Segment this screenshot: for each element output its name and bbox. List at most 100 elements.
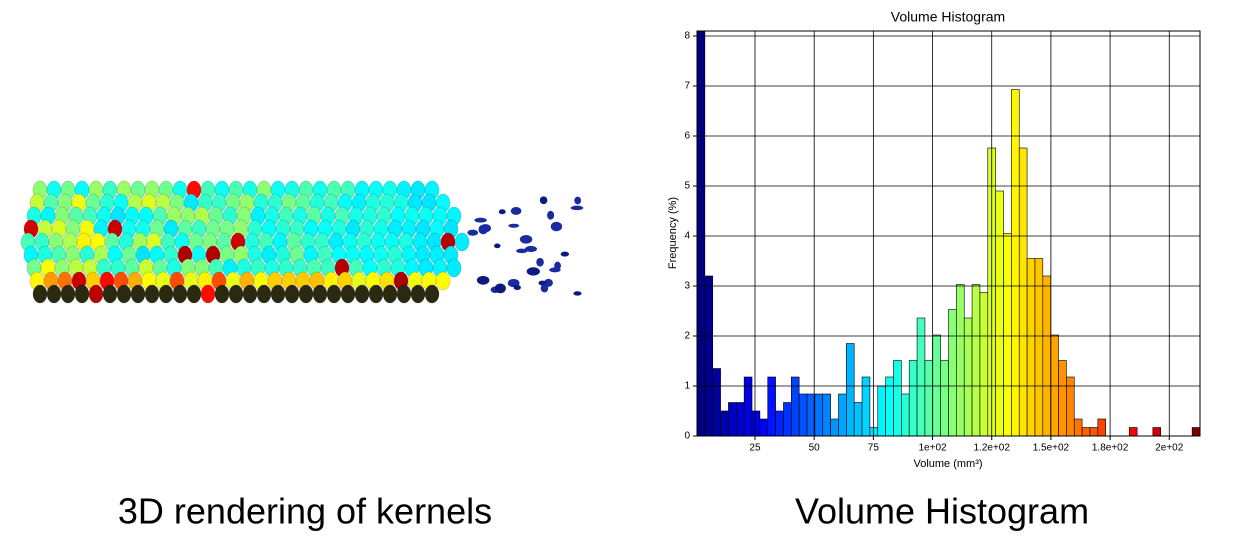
histogram-bar: [704, 275, 714, 437]
y-tick-label: 5: [684, 181, 690, 192]
histogram-bar: [1050, 334, 1059, 437]
histogram-bar: [838, 393, 847, 437]
histogram-bar: [1011, 89, 1020, 437]
kernel-fragment: [513, 284, 521, 291]
x-tick-label: 1.8e+02: [1092, 443, 1129, 454]
x-tick-label: 25: [749, 443, 761, 454]
histogram-bar: [956, 284, 965, 437]
kernel: [186, 284, 202, 304]
kernel: [312, 284, 328, 304]
kernel-fragment: [574, 196, 582, 205]
kernel: [200, 284, 216, 304]
histogram-bar: [877, 385, 886, 437]
kernel-fragment: [479, 224, 491, 233]
histogram-bar: [893, 360, 902, 437]
kernel: [368, 284, 384, 304]
kernel-fragment: [573, 291, 582, 296]
kernel-fragment: [519, 234, 533, 244]
histogram-bar: [822, 393, 831, 437]
histogram-bar: [869, 427, 879, 437]
histogram-bar: [712, 368, 721, 437]
kernel: [88, 284, 104, 304]
histogram-bar: [1152, 427, 1162, 437]
caption: Volume Histogram: [795, 491, 1089, 532]
histogram-bar: [696, 30, 706, 437]
histogram-bar: [1042, 275, 1051, 437]
histogram-bar: [798, 393, 808, 437]
histogram-bar: [908, 360, 918, 437]
histogram-bar: [1128, 427, 1138, 437]
histogram-bar: [1073, 418, 1083, 437]
histogram-bar: [846, 343, 855, 437]
chart-title: Volume Histogram: [891, 9, 1005, 25]
kernel: [424, 284, 440, 304]
y-tick-label: 2: [684, 331, 690, 342]
histogram-bar: [948, 309, 957, 437]
kernel-fragment: [494, 243, 501, 249]
kernel: [446, 258, 462, 278]
histogram-bar: [1081, 427, 1091, 437]
kernel: [435, 271, 451, 291]
histogram-bar: [1097, 418, 1106, 437]
kernel: [354, 284, 370, 304]
histogram-bar: [1003, 233, 1012, 437]
histogram-bar: [1026, 258, 1036, 437]
histogram-bar: [1018, 147, 1028, 437]
kernel-fragment: [549, 267, 561, 273]
kernel: [382, 284, 398, 304]
kernel-fragment: [467, 229, 479, 236]
kernel: [60, 284, 76, 304]
histogram-bar: [783, 402, 792, 437]
histogram-bar: [1089, 427, 1099, 437]
kernel-fragment: [516, 248, 528, 254]
kernel: [130, 284, 146, 304]
y-tick-label: 4: [684, 231, 690, 242]
histogram-bar: [979, 292, 989, 437]
y-tick-label: 7: [684, 81, 690, 92]
kernel: [454, 232, 470, 252]
y-tick-label: 1: [684, 381, 690, 392]
y-tick-label: 6: [684, 131, 690, 142]
histogram-bar: [971, 284, 981, 437]
x-tick-label: 50: [809, 443, 821, 454]
x-tick-label: 2e+02: [1155, 443, 1184, 454]
histogram-bar: [995, 190, 1004, 437]
histogram-bar: [932, 334, 941, 437]
kernel-fragment: [536, 257, 544, 267]
kernel: [144, 284, 160, 304]
kernel: [270, 284, 286, 304]
histogram-bar: [775, 410, 784, 437]
histogram-bar: [728, 402, 737, 437]
kernel-fragment: [494, 283, 506, 294]
histogram-bar: [924, 360, 934, 437]
plot-frame: [696, 30, 1201, 437]
kernel-fragment: [510, 206, 522, 215]
kernel: [214, 284, 230, 304]
kernel: [116, 284, 132, 304]
kernel: [32, 284, 48, 304]
kernel-fragment: [547, 210, 555, 220]
histogram-bar: [1034, 258, 1044, 437]
kernel: [46, 284, 62, 304]
histogram-bar: [1058, 360, 1067, 437]
kernel: [256, 284, 272, 304]
x-tick-label: 75: [868, 443, 880, 454]
kernel-fragment: [540, 284, 549, 293]
kernel-fragment: [508, 223, 520, 228]
kernel: [340, 284, 356, 304]
histogram-bar: [759, 418, 769, 437]
kernel-fragment: [474, 217, 487, 223]
histogram-bar: [806, 393, 816, 437]
y-tick-label: 8: [684, 31, 690, 42]
kernel-fragment: [498, 209, 506, 215]
kernel-fragment: [550, 221, 563, 232]
histogram-bar: [830, 418, 839, 437]
kernel: [396, 284, 412, 304]
kernel-fragment: [560, 251, 570, 257]
kernel-fragment: [539, 196, 548, 205]
y-tick-label: 0: [684, 431, 690, 442]
histogram-bar: [853, 402, 863, 437]
kernel: [298, 284, 314, 304]
kernel: [242, 284, 258, 304]
